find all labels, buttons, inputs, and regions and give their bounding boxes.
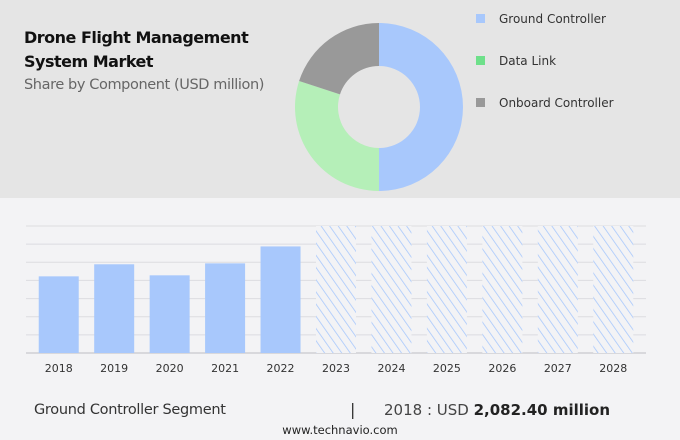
forecast-bar-2028	[593, 226, 634, 353]
x-tick-label: 2025	[433, 362, 461, 375]
value-text: 2,082.40 million	[473, 401, 611, 419]
bar-2018	[38, 276, 79, 353]
legend-swatch	[476, 14, 485, 23]
x-tick-label: 2024	[377, 362, 405, 375]
legend-label: Onboard Controller	[499, 96, 614, 110]
forecast-bar-2023	[316, 226, 356, 353]
bar-2022	[260, 246, 301, 353]
x-tick-label: 2023	[322, 362, 350, 375]
x-tick-label: 2022	[267, 362, 295, 375]
x-tick-label: 2027	[544, 362, 572, 375]
x-tick-label: 2019	[100, 362, 128, 375]
forecast-bar-2026	[482, 226, 523, 353]
x-tick-label: 2020	[156, 362, 184, 375]
legend-item: Data Link	[476, 54, 556, 68]
donut-slice-ground-controller	[379, 23, 463, 191]
x-tick-label: 2021	[211, 362, 239, 375]
legend-label: Data Link	[499, 54, 557, 68]
donut-slice-onboard-controller	[299, 22, 379, 95]
segment-label: Ground Controller Segment	[34, 402, 226, 418]
title-line-1: Drone Flight Management	[24, 28, 249, 47]
legend-swatch	[476, 56, 485, 65]
bar-2021	[205, 263, 246, 353]
legend-swatch	[476, 98, 485, 107]
x-tick-label: 2028	[599, 362, 627, 375]
segment-value: 2018 : USD 2,082.40 million	[384, 401, 610, 419]
donut-slice-data-link	[295, 81, 379, 191]
bar-2020	[149, 275, 190, 353]
forecast-bar-2024	[371, 226, 412, 353]
legend-item: Ground Controller	[476, 12, 606, 26]
legend-label: Ground Controller	[499, 12, 606, 26]
x-tick-label: 2018	[45, 362, 73, 375]
bar-2019	[94, 264, 135, 353]
separator: |	[350, 400, 356, 419]
legend-item: Onboard Controller	[476, 96, 614, 110]
chart-subtitle: Share by Component (USD million)	[24, 77, 265, 93]
year-label: 2018 : USD	[384, 401, 474, 419]
forecast-bar-2025	[426, 226, 467, 353]
source-url: www.technavio.com	[282, 423, 398, 437]
forecast-bar-2027	[537, 226, 578, 353]
chart-title: Drone Flight Management System Market	[24, 26, 249, 74]
x-tick-label: 2026	[488, 362, 516, 375]
title-line-2: System Market	[24, 52, 154, 71]
